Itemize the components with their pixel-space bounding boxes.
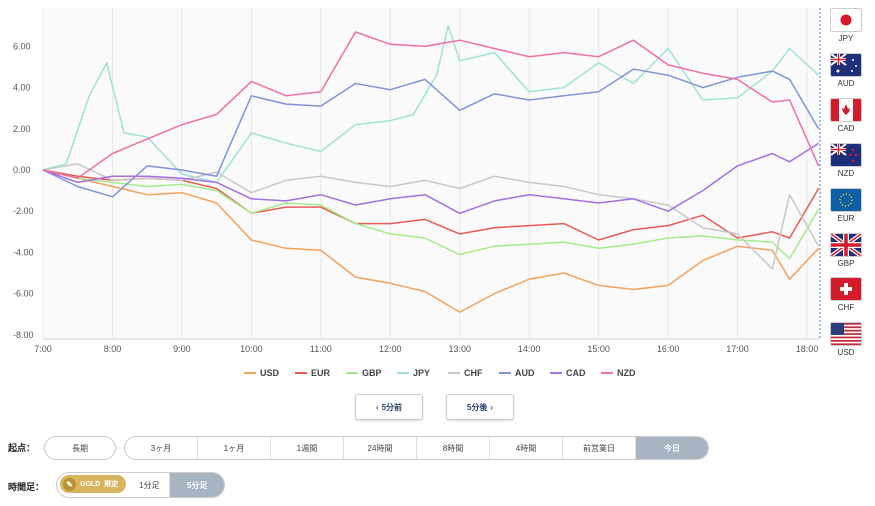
tab-period-option[interactable]: 1週間	[271, 437, 344, 459]
flag-button-aud[interactable]: AUD	[826, 52, 866, 97]
y-tick-label: 6.00	[13, 41, 31, 51]
long-term-group: 長期	[44, 436, 116, 460]
flag-code-label: GBP	[837, 258, 855, 268]
y-tick-label: -2.00	[13, 206, 34, 216]
chevron-right-icon: ›	[490, 402, 494, 412]
gold-coin-icon: ✎	[63, 477, 76, 491]
tab-timeframe-option[interactable]: 1分足	[129, 473, 171, 497]
us-flag-icon	[830, 322, 862, 347]
x-tick-label: 10:00	[240, 344, 263, 354]
prev-5min-label: 5分前	[381, 402, 403, 412]
flag-code-label: USD	[837, 348, 855, 358]
x-tick-label: 11:00	[310, 344, 332, 354]
y-tick-label: -6.00	[13, 289, 34, 299]
flag-code-label: EUR	[837, 213, 855, 223]
flag-code-label: NZD	[837, 168, 855, 178]
x-tick-label: 18:00	[796, 344, 819, 354]
series-line-gbp	[42, 169, 820, 260]
tab-period-option[interactable]: 8時間	[417, 437, 490, 459]
timeframe-tabs: ✎ GOLD 限定 1分足 5分足	[56, 472, 226, 498]
legend-label-usd: USD	[260, 368, 280, 378]
chevron-left-icon: ‹	[375, 402, 379, 412]
x-tick-label: 14:00	[518, 344, 541, 354]
au-flag-icon	[830, 52, 862, 77]
flag-button-usd[interactable]: USD	[826, 322, 866, 366]
x-tick-label: 17:00	[726, 344, 749, 354]
x-tick-label: 16:00	[657, 344, 680, 354]
legend-label-nzd: NZD	[617, 368, 636, 378]
legend-label-eur: EUR	[311, 368, 331, 378]
series-line-usd	[42, 169, 820, 313]
next-5min-button[interactable]: 5分後 ›	[446, 394, 514, 420]
x-tick-label: 9:00	[173, 344, 191, 354]
tab-period-option[interactable]: 3ヶ月	[125, 437, 198, 459]
y-tick-label: 0.00	[13, 165, 31, 175]
period-label: 起点：	[8, 443, 36, 453]
series-line-chf	[42, 163, 820, 270]
legend-label-gbp: GBP	[362, 368, 382, 378]
x-tick-label: 13:00	[448, 344, 471, 354]
eu-flag-icon	[830, 187, 862, 212]
series-line-nzd	[42, 31, 820, 179]
prev-5min-button[interactable]: ‹ 5分前	[355, 394, 423, 420]
flag-code-label: CAD	[837, 123, 855, 133]
series-line-cad	[42, 142, 820, 215]
flag-button-gbp[interactable]: GBP	[826, 232, 866, 277]
flag-button-nzd[interactable]: NZD	[826, 142, 866, 187]
nz-flag-icon	[830, 142, 862, 167]
series-lines	[42, 25, 820, 313]
tab-period-option[interactable]: 4時間	[490, 437, 563, 459]
tab-period-option[interactable]: 前営業日	[563, 437, 636, 459]
flag-button-chf[interactable]: CHF	[826, 277, 866, 321]
tab-long-term[interactable]: 長期	[72, 443, 88, 453]
x-tick-label: 15:00	[587, 344, 610, 354]
plot-background	[43, 8, 820, 339]
ca-flag-icon	[830, 97, 862, 122]
legend-label-cad: CAD	[566, 368, 586, 378]
period-tabs: 3ヶ月 1ヶ月 1週間 24時間 8時間 4時間 前営業日 今日	[124, 436, 709, 460]
y-tick-label: -8.00	[13, 330, 34, 340]
axis-ticks: 7:00 8:00 9:00 10:00 11:00 12:00 13:00 14:00 15:…	[13, 41, 818, 354]
y-tick-label: -4.00	[13, 247, 34, 257]
grid	[42, 8, 821, 340]
x-tick-label: 8:00	[104, 344, 122, 354]
gold-limited-badge[interactable]: ✎ GOLD 限定	[60, 475, 127, 493]
series-line-jpy	[42, 25, 820, 184]
jp-flag-icon	[830, 8, 862, 32]
legend: USD EUR GBP JPY CHF AUD CAD NZD	[244, 368, 636, 378]
x-tick-label: 7:00	[34, 344, 52, 354]
x-tick-label: 12:00	[379, 344, 402, 354]
gold-badge-text: 限定	[104, 481, 119, 488]
flag-button-eur[interactable]: EUR	[826, 187, 866, 232]
flag-button-cad[interactable]: CAD	[826, 97, 866, 142]
legend-label-jpy: JPY	[413, 368, 430, 378]
y-tick-label: 2.00	[13, 124, 31, 134]
legend-label-aud: AUD	[515, 368, 535, 378]
legend-label-chf: CHF	[464, 368, 483, 378]
next-5min-label: 5分後	[466, 402, 488, 412]
series-line-aud	[42, 68, 820, 198]
y-tick-label: 4.00	[13, 83, 31, 93]
tab-period-option[interactable]: 1ヶ月	[198, 437, 271, 459]
tab-period-option[interactable]: 24時間	[344, 437, 417, 459]
gb-flag-icon	[830, 232, 862, 257]
tab-period-option[interactable]: 今日	[636, 437, 708, 459]
timeframe-label: 時間足：	[8, 482, 45, 492]
tab-timeframe-option[interactable]: 5分足	[170, 473, 225, 497]
ch-flag-icon	[830, 277, 862, 302]
flag-code-label: JPY	[838, 34, 854, 43]
flag-code-label: AUD	[837, 78, 855, 88]
flag-button-jpy[interactable]: JPY	[826, 8, 866, 52]
flag-code-label: CHF	[837, 303, 855, 313]
gold-text: GOLD	[80, 480, 101, 488]
